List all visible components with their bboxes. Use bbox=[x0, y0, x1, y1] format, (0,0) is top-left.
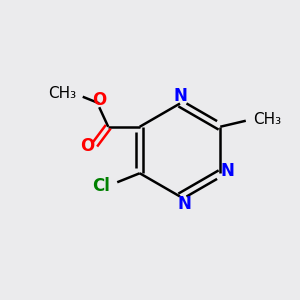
Text: Cl: Cl bbox=[92, 177, 110, 195]
Text: O: O bbox=[92, 91, 106, 109]
Text: N: N bbox=[221, 162, 235, 180]
Text: CH₃: CH₃ bbox=[253, 112, 281, 127]
Text: O: O bbox=[80, 137, 94, 155]
Text: CH₃: CH₃ bbox=[49, 86, 77, 101]
Text: N: N bbox=[173, 87, 187, 105]
Text: N: N bbox=[178, 195, 191, 213]
